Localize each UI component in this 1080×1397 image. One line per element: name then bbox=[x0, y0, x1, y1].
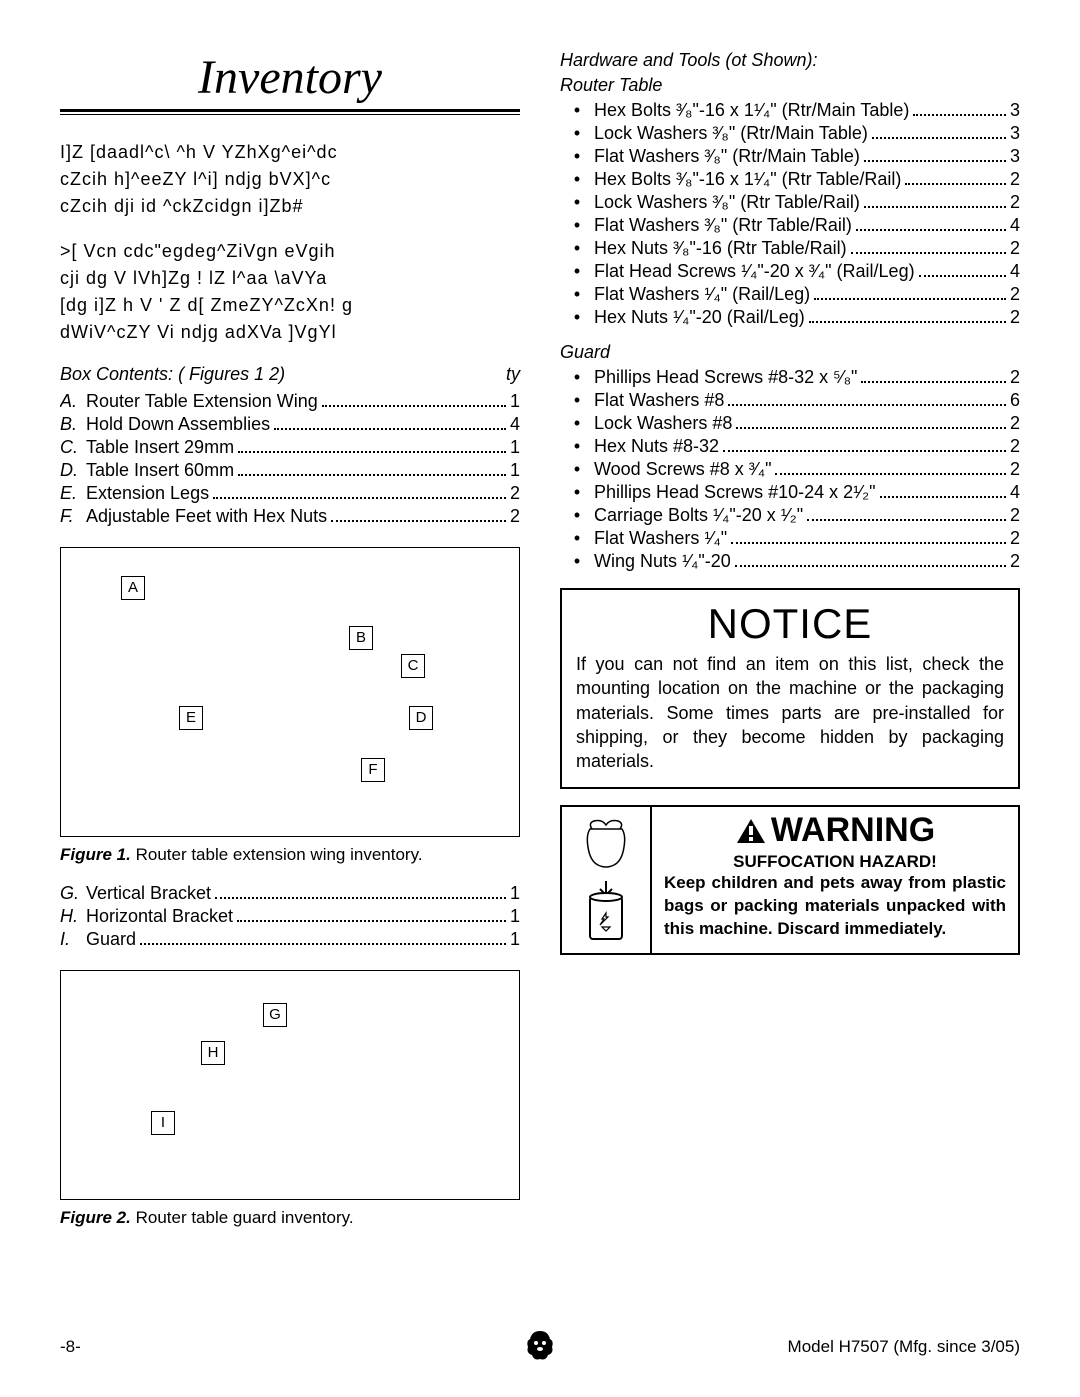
warning-icon-cell bbox=[562, 807, 652, 953]
list-item: A.Router Table Extension Wing1 bbox=[60, 391, 520, 412]
figure-2-text: Router table guard inventory. bbox=[131, 1208, 354, 1227]
figure-1-num: Figure 1. bbox=[60, 845, 131, 864]
list-item: B.Hold Down Assemblies4 bbox=[60, 414, 520, 435]
figure-tag: F bbox=[361, 758, 385, 782]
hardware-item: Carriage Bolts ¹⁄₄"-20 x ¹⁄₂"2 bbox=[560, 505, 1020, 526]
figure-2-num: Figure 2. bbox=[60, 1208, 131, 1227]
figure-tag: C bbox=[401, 654, 425, 678]
router-table-list: Hex Bolts ³⁄₈"-16 x 1¹⁄₄" (Rtr/Main Tabl… bbox=[560, 100, 1020, 328]
figure-tag: G bbox=[263, 1003, 287, 1027]
hardware-item: Lock Washers #82 bbox=[560, 413, 1020, 434]
hardware-item: Flat Washers ¹⁄₄"2 bbox=[560, 528, 1020, 549]
intro-para-2: >[ Vcn cdc"egdeg^ZiVgn eVgih cji dg V lV… bbox=[60, 238, 520, 346]
list-item: I.Guard1 bbox=[60, 929, 520, 950]
figure-tag: H bbox=[201, 1041, 225, 1065]
bag-icon bbox=[578, 817, 634, 873]
list-ghi: G.Vertical Bracket1H.Horizontal Bracket1… bbox=[60, 883, 520, 950]
page-number: -8- bbox=[60, 1337, 81, 1357]
box-contents-list: A.Router Table Extension Wing1B.Hold Dow… bbox=[60, 391, 520, 527]
hardware-item: Wood Screws #8 x ³⁄₄"2 bbox=[560, 459, 1020, 480]
notice-box: NOTICE If you can not find an item on th… bbox=[560, 588, 1020, 789]
hardware-item: Flat Washers ¹⁄₄" (Rail/Leg)2 bbox=[560, 284, 1020, 305]
figure-tag: D bbox=[409, 706, 433, 730]
warning-word: WARNING bbox=[771, 811, 935, 850]
hardware-item: Hex Nuts #8-322 bbox=[560, 436, 1020, 457]
hardware-header: Hardware and Tools (ot Shown): bbox=[560, 50, 1020, 71]
figure-tag: E bbox=[179, 706, 203, 730]
hardware-item: Wing Nuts ¹⁄₄"-202 bbox=[560, 551, 1020, 572]
hardware-item: Hex Nuts ³⁄₈"-16 (Rtr Table/Rail)2 bbox=[560, 238, 1020, 259]
figure-1-box: A B C E D F bbox=[60, 547, 520, 837]
notice-title: NOTICE bbox=[576, 600, 1004, 648]
warning-title: WARNING bbox=[664, 811, 1006, 850]
hardware-item: Lock Washers ³⁄₈" (Rtr/Main Table)3 bbox=[560, 123, 1020, 144]
box-contents-label: Box Contents: ( Figures 1 2) ty bbox=[60, 364, 520, 385]
left-column: Inventory I]Z [daadl^c\ ^h V YZhXg^ei^dc… bbox=[60, 50, 520, 1246]
hardware-item: Hex Bolts ³⁄₈"-16 x 1¹⁄₄" (Rtr/Main Tabl… bbox=[560, 100, 1020, 121]
guard-subhead: Guard bbox=[560, 342, 1020, 363]
footer-logo bbox=[522, 1327, 558, 1368]
list-item: D.Table Insert 60mm1 bbox=[60, 460, 520, 481]
hardware-item: Hex Bolts ³⁄₈"-16 x 1¹⁄₄" (Rtr Table/Rai… bbox=[560, 169, 1020, 190]
figure-2-box: G H I bbox=[60, 970, 520, 1200]
warning-triangle-icon bbox=[735, 817, 767, 845]
warning-sub: SUFFOCATION HAZARD! bbox=[664, 852, 1006, 872]
list-item: E.Extension Legs2 bbox=[60, 483, 520, 504]
footer: -8- Model H7507 (Mfg. since 3/05) bbox=[60, 1337, 1020, 1357]
figure-2-caption: Figure 2. Router table guard inventory. bbox=[60, 1208, 520, 1228]
figure-tag: I bbox=[151, 1111, 175, 1135]
qty-label: ty bbox=[506, 364, 520, 385]
hardware-item: Phillips Head Screws #8-32 x ⁵⁄₈"2 bbox=[560, 367, 1020, 388]
list-item: H.Horizontal Bracket1 bbox=[60, 906, 520, 927]
list-item: C.Table Insert 29mm1 bbox=[60, 437, 520, 458]
hardware-item: Phillips Head Screws #10-24 x 2¹⁄₂"4 bbox=[560, 482, 1020, 503]
warning-box: WARNING SUFFOCATION HAZARD! Keep childre… bbox=[560, 805, 1020, 955]
figure-1-caption: Figure 1. Router table extension wing in… bbox=[60, 845, 520, 865]
trash-icon bbox=[584, 879, 628, 943]
figure-1-text: Router table extension wing inventory. bbox=[131, 845, 423, 864]
hardware-item: Flat Washers ³⁄₈" (Rtr Table/Rail)4 bbox=[560, 215, 1020, 236]
list-item: F.Adjustable Feet with Hex Nuts2 bbox=[60, 506, 520, 527]
title-rule bbox=[60, 109, 520, 115]
warning-content: WARNING SUFFOCATION HAZARD! Keep childre… bbox=[652, 807, 1018, 953]
list-item: G.Vertical Bracket1 bbox=[60, 883, 520, 904]
guard-list: Phillips Head Screws #8-32 x ⁵⁄₈"2Flat W… bbox=[560, 367, 1020, 572]
box-contents-text: Box Contents: ( Figures 1 2) bbox=[60, 364, 285, 385]
warning-text: Keep children and pets away from plastic… bbox=[664, 872, 1006, 941]
hardware-item: Lock Washers ³⁄₈" (Rtr Table/Rail)2 bbox=[560, 192, 1020, 213]
hardware-item: Hex Nuts ¹⁄₄"-20 (Rail/Leg)2 bbox=[560, 307, 1020, 328]
right-column: Hardware and Tools (ot Shown): Router Ta… bbox=[560, 50, 1020, 1246]
figure-tag: B bbox=[349, 626, 373, 650]
router-table-subhead: Router Table bbox=[560, 75, 1020, 96]
figure-tag: A bbox=[121, 576, 145, 600]
page-title: Inventory bbox=[60, 50, 520, 105]
model-info: Model H7507 (Mfg. since 3/05) bbox=[788, 1337, 1020, 1357]
hardware-item: Flat Washers #86 bbox=[560, 390, 1020, 411]
hardware-item: Flat Washers ³⁄₈" (Rtr/Main Table)3 bbox=[560, 146, 1020, 167]
intro-para-1: I]Z [daadl^c\ ^h V YZhXg^ei^dc cZcih h]^… bbox=[60, 139, 520, 220]
notice-text: If you can not find an item on this list… bbox=[576, 652, 1004, 773]
hardware-item: Flat Head Screws ¹⁄₄"-20 x ³⁄₄" (Rail/Le… bbox=[560, 261, 1020, 282]
